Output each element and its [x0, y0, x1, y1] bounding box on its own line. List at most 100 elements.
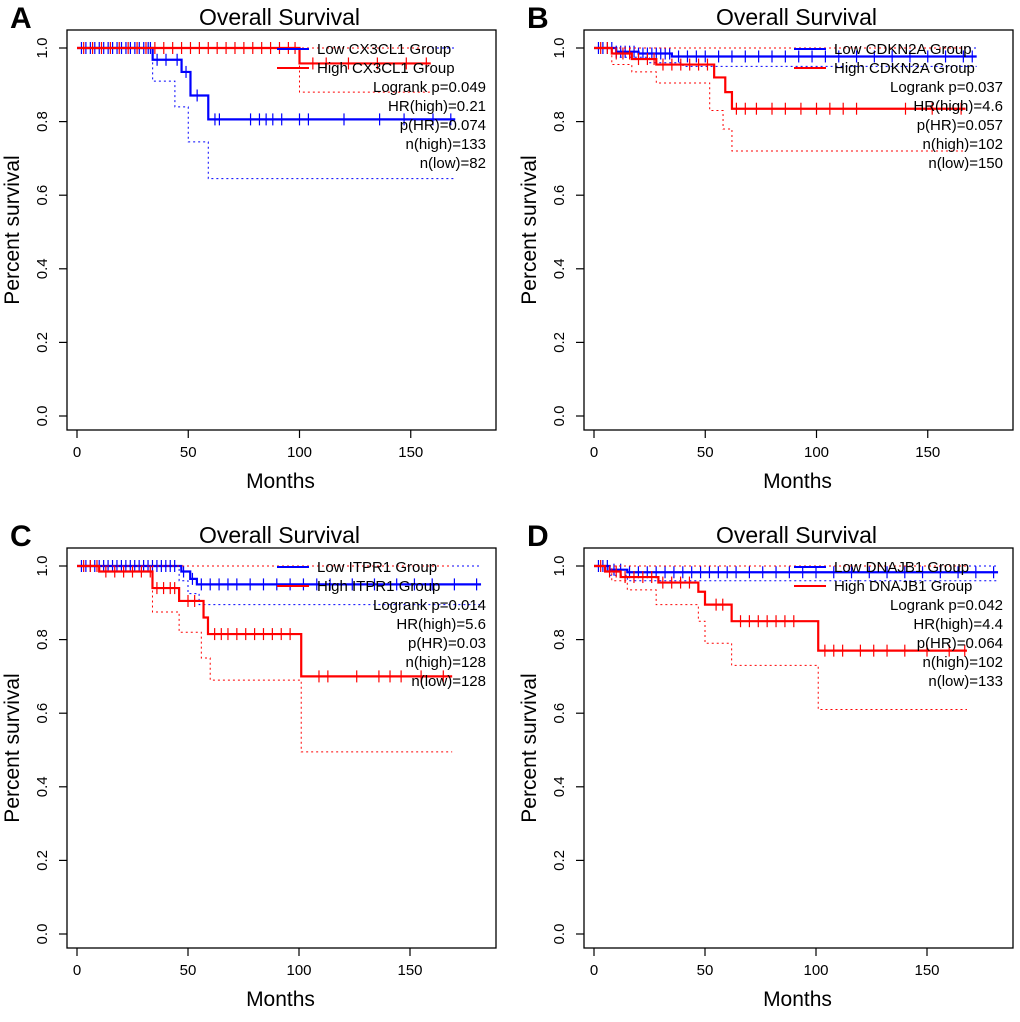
y-tick-label: 0.4 — [34, 258, 51, 279]
legend-label: High ITPR1 Group — [317, 578, 440, 595]
survival-curve — [594, 564, 967, 652]
x-tick-label: 100 — [286, 962, 311, 979]
stat-label: p(HR)=0.03 — [408, 635, 486, 652]
series-high — [594, 560, 967, 711]
chart-title: Overall Survival — [716, 522, 877, 548]
legend-label: Low CX3CL1 Group — [317, 41, 451, 58]
panel-letter: A — [10, 2, 32, 35]
y-tick-label: 0.2 — [34, 850, 51, 871]
legend-label: Low ITPR1 Group — [317, 559, 437, 576]
x-tick-label: 100 — [804, 444, 829, 461]
y-tick-label: 0.0 — [551, 924, 568, 945]
panel-d: D Overall Survival 0 50 100 150 0.0 0.2 0.4 0.6 0.… — [518, 520, 1014, 1011]
panel-letter: B — [527, 2, 549, 35]
y-tick-label: 0.4 — [551, 776, 568, 797]
panel-c: C Overall Survival 0 50 100 150 0.0 0.2 0.4 0.6 0.… — [1, 520, 497, 1011]
y-axis-label: Percent survival — [518, 673, 541, 822]
y-tick-label: 0.8 — [34, 629, 51, 650]
x-tick-label: 0 — [73, 962, 81, 979]
y-tick-label: 0.4 — [34, 776, 51, 797]
x-tick-label: 150 — [914, 962, 939, 979]
plot-frame — [66, 547, 497, 949]
legend-label: Low CDKN2A Group — [834, 41, 972, 58]
x-tick-label: 50 — [180, 444, 197, 461]
stat-label: n(low)=133 — [928, 673, 1003, 690]
y-tick-label: 1.0 — [34, 556, 51, 577]
stat-label: n(low)=150 — [928, 155, 1003, 172]
ci-lower-line — [77, 565, 453, 753]
x-axis-label: Months — [763, 988, 832, 1011]
chart-title: Overall Survival — [716, 4, 877, 30]
y-axis-label: Percent survival — [518, 155, 541, 304]
survival-curve — [594, 46, 966, 110]
survival-curve — [77, 564, 453, 678]
panel-letter: D — [527, 520, 549, 553]
legend-label: Low DNAJB1 Group — [834, 559, 969, 576]
y-tick-label: 0.0 — [551, 406, 568, 427]
x-tick-label: 50 — [697, 962, 714, 979]
legend-label: High CDKN2A Group — [834, 60, 975, 77]
y-tick-label: 0.8 — [551, 111, 568, 132]
x-axis-label: Months — [246, 988, 315, 1011]
stat-label: HR(high)=4.6 — [913, 98, 1003, 115]
stat-label: n(high)=102 — [923, 136, 1003, 153]
panel-letter: C — [10, 520, 32, 553]
stat-label: HR(high)=4.4 — [913, 616, 1003, 633]
series-high — [77, 560, 453, 753]
panel-a: A Overall Survival 0 50 100 150 0.0 0.2 0.4 0.6 0.… — [1, 2, 497, 493]
stat-label: n(high)=128 — [406, 654, 486, 671]
plot-frame — [583, 547, 1014, 949]
series-high — [77, 42, 431, 93]
x-tick-label: 100 — [287, 444, 312, 461]
stat-label: n(low)=128 — [411, 673, 486, 690]
stat-label: n(high)=102 — [923, 654, 1003, 671]
x-axis-label: Months — [246, 470, 315, 493]
y-tick-label: 1.0 — [551, 556, 568, 577]
y-axis-label: Percent survival — [1, 155, 24, 304]
stat-label: Logrank p=0.014 — [373, 597, 486, 614]
y-tick-label: 0.6 — [551, 703, 568, 724]
stat-label: n(high)=133 — [406, 136, 486, 153]
y-tick-label: 0.2 — [551, 332, 568, 353]
x-tick-label: 150 — [397, 962, 422, 979]
x-tick-label: 150 — [398, 444, 423, 461]
x-tick-label: 50 — [180, 962, 197, 979]
y-tick-label: 0.8 — [34, 111, 51, 132]
y-tick-label: 0.0 — [34, 406, 51, 427]
y-tick-label: 1.0 — [34, 38, 51, 59]
stat-label: p(HR)=0.064 — [917, 635, 1003, 652]
legend-label: High DNAJB1 Group — [834, 578, 972, 595]
stat-label: HR(high)=0.21 — [388, 98, 486, 115]
stat-label: Logrank p=0.037 — [890, 79, 1003, 96]
chart-title: Overall Survival — [199, 522, 360, 548]
x-tick-label: 0 — [590, 962, 598, 979]
panel-b: B Overall Survival 0 50 100 150 0.0 0.2 0.4 0.6 0.… — [518, 2, 1014, 493]
chart-title: Overall Survival — [199, 4, 360, 30]
y-axis-label: Percent survival — [1, 673, 24, 822]
y-tick-label: 0.2 — [34, 332, 51, 353]
plot-frame — [66, 29, 497, 431]
x-tick-label: 0 — [73, 444, 81, 461]
ci-lower-line — [594, 47, 977, 67]
stat-label: HR(high)=5.6 — [396, 616, 486, 633]
stat-label: p(HR)=0.057 — [917, 117, 1003, 134]
y-tick-label: 0.6 — [34, 703, 51, 724]
series-high — [594, 42, 966, 152]
y-tick-label: 0.0 — [34, 924, 51, 945]
x-tick-label: 50 — [697, 444, 714, 461]
y-tick-label: 0.6 — [551, 185, 568, 206]
x-tick-label: 150 — [915, 444, 940, 461]
survival-curve — [77, 564, 482, 586]
stat-label: n(low)=82 — [420, 155, 486, 172]
x-tick-label: 100 — [803, 962, 828, 979]
stat-label: Logrank p=0.049 — [373, 79, 486, 96]
x-tick-label: 0 — [590, 444, 598, 461]
y-tick-label: 0.8 — [551, 629, 568, 650]
survival-curve — [77, 46, 431, 65]
x-axis-label: Months — [763, 470, 832, 493]
stat-label: p(HR)=0.074 — [400, 117, 486, 134]
y-tick-label: 0.6 — [34, 185, 51, 206]
stat-label: Logrank p=0.042 — [890, 597, 1003, 614]
y-tick-label: 0.4 — [551, 258, 568, 279]
